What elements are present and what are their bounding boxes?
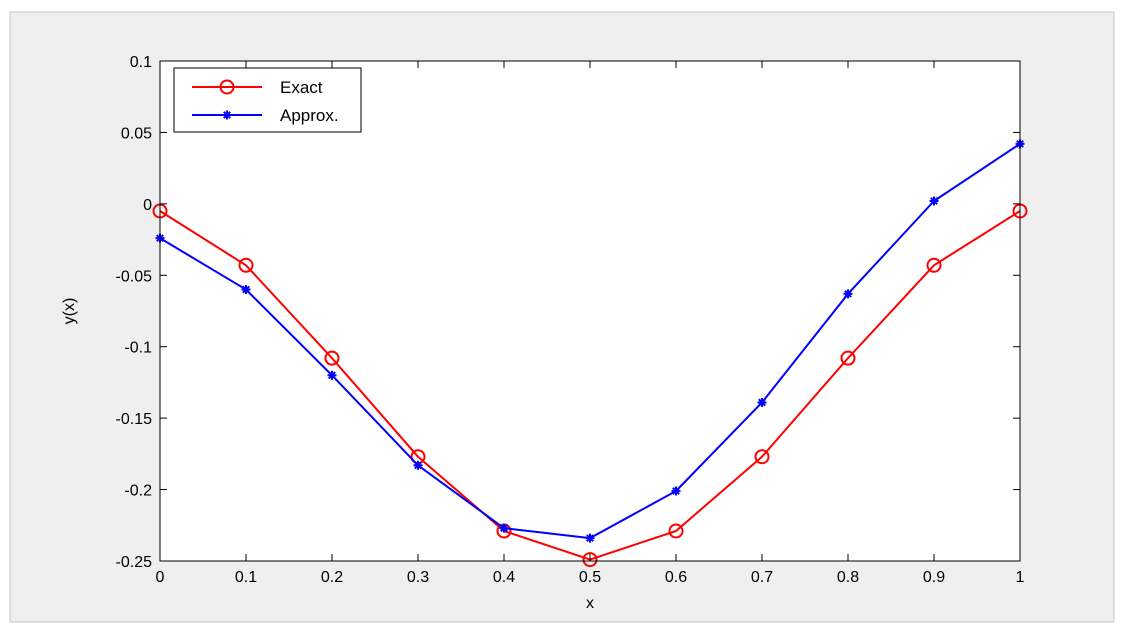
x-tick-label: 0.7: [751, 569, 773, 586]
x-tick-label: 0.2: [321, 569, 343, 586]
y-tick-label: 0.1: [130, 54, 152, 71]
series-approx-point: [499, 523, 509, 533]
series-approx-point-core: [932, 199, 936, 203]
series-approx-point-core: [502, 526, 506, 531]
series-approx-point-core: [588, 536, 592, 541]
series-approx-point: [585, 533, 595, 543]
plot-area: [160, 61, 1020, 561]
y-tick-label: -0.05: [116, 268, 153, 285]
series-exact-point: [926, 257, 942, 273]
legend-exact-label: Exact: [280, 78, 323, 97]
y-tick-label: -0.15: [116, 411, 153, 428]
series-approx-point: [929, 196, 939, 206]
legend-approx-star-core: [225, 113, 229, 117]
series-approx-point: [327, 370, 337, 380]
series-approx-point: [757, 397, 767, 407]
series-exact-point: [324, 350, 340, 366]
series-approx-point: [843, 289, 853, 299]
legend-approx-marker: [222, 110, 232, 120]
series-exact-point: [238, 257, 254, 273]
x-tick-label: 0.5: [579, 569, 601, 586]
legend: Exact Approx.: [173, 67, 362, 133]
series-approx-point: [413, 460, 423, 470]
series-approx-point-core: [416, 463, 420, 468]
x-tick-label: 0.4: [493, 569, 515, 586]
series-approx-point: [671, 486, 681, 496]
series-approx-point-core: [846, 291, 850, 296]
y-tick-label: 0.05: [121, 125, 152, 142]
x-tick-label: 0.9: [923, 569, 945, 586]
series-exact-point: [754, 449, 770, 465]
x-tick-label: 0.1: [235, 569, 257, 586]
ticks-layer: 0 0.1 0.2 0.3 0.4 0.5 0.6 0.7 0.8 0.9 1 -0.25 -0.2 -0…: [116, 54, 1025, 586]
series-approx-point: [241, 285, 251, 295]
series-approx-point-core: [244, 287, 248, 292]
y-tick-label: -0.2: [124, 483, 152, 500]
x-tick-label: 0.3: [407, 569, 429, 586]
series-approx-point-core: [330, 373, 334, 378]
series-exact-point: [840, 350, 856, 366]
x-tick-label: 0.6: [665, 569, 687, 586]
series-approx-point-core: [760, 400, 764, 405]
series-approx-point-core: [674, 489, 678, 493]
legend-box: [173, 67, 362, 133]
x-tick-label: 1: [1016, 569, 1025, 586]
x-axis-label: x: [586, 595, 594, 612]
x-tick-label: 0.8: [837, 569, 859, 586]
legend-approx-star: [222, 110, 232, 120]
series-exact-point: [668, 523, 684, 539]
y-tick-label: -0.25: [116, 554, 153, 571]
x-tick-label: 0: [156, 569, 165, 586]
legend-approx-label: Approx.: [280, 106, 339, 125]
y-tick-label: -0.1: [124, 340, 152, 357]
y-axis-label: y(x): [61, 298, 78, 325]
legend-exact-marker: [219, 79, 235, 95]
series-exact-point: [582, 552, 598, 568]
y-tick-label: 0: [143, 197, 152, 214]
